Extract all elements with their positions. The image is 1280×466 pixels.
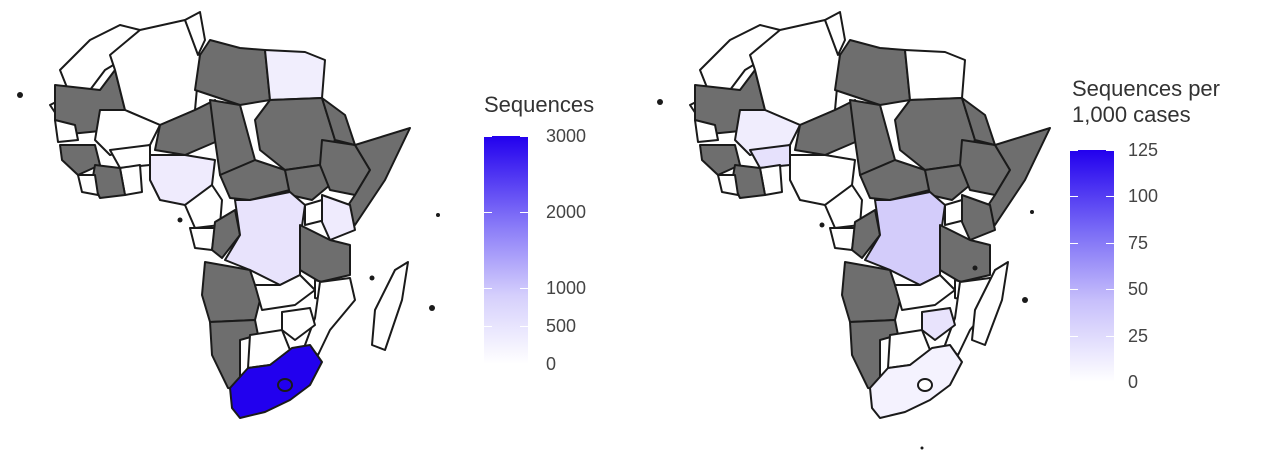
country-zimbabwe (281, 307, 316, 341)
island-misc (920, 446, 924, 450)
legend-tick-mark (520, 364, 528, 365)
island-seychelles (1030, 210, 1034, 214)
legend-tick-label: 500 (546, 316, 577, 336)
legend-tick-mark (520, 326, 528, 327)
legend-tick-mark (520, 288, 528, 289)
legend-tick-mark (484, 136, 492, 137)
country-tunisia (184, 11, 206, 56)
island-sao-tome (819, 222, 825, 228)
island-cape-verde (657, 99, 663, 105)
map-panel-sequences-per-cases: Sequences per 1,000 cases 125 100 75 50 25 0 (640, 0, 1280, 466)
legend-tick-label: 100 (1128, 186, 1159, 207)
legend-tick-mark (1070, 289, 1078, 291)
country-south-sudan (924, 164, 971, 201)
country-south-africa (229, 344, 323, 419)
country-kenya (321, 194, 356, 241)
island-seychelles (436, 213, 440, 217)
country-gabon (829, 227, 856, 251)
legend-tick-mark (484, 364, 492, 365)
country-zimbabwe (921, 307, 956, 341)
island-comoros (369, 275, 375, 281)
country-angola (841, 261, 901, 323)
country-liberia (717, 174, 739, 196)
legend-tick-mark (1106, 150, 1114, 151)
country-kenya (961, 194, 996, 241)
country-cameroon (184, 184, 223, 229)
legend-tick-mark (484, 288, 492, 289)
country-libya (194, 39, 271, 106)
country-tanzania (939, 224, 991, 283)
country-congo (851, 209, 881, 259)
legend-tick-label: 75 (1128, 232, 1149, 253)
country-tunisia (824, 11, 846, 56)
legend-tick-mark (1070, 382, 1078, 383)
legend-tick-label: 0 (546, 354, 557, 374)
africa-map-sequences (17, 11, 440, 419)
country-cameroon (824, 184, 863, 229)
legend-tick-mark (520, 212, 528, 213)
legend-tick-mark (1070, 242, 1078, 244)
country-guinea (59, 144, 101, 176)
legend-tick-mark (1070, 335, 1078, 337)
island-comoros (972, 265, 978, 271)
country-gabon (189, 227, 216, 251)
country-liberia (77, 174, 99, 196)
legend-tick-mark (484, 212, 492, 213)
country-libya (834, 39, 911, 106)
country-angola (201, 261, 261, 323)
legend-tick-label: 0 (1128, 372, 1139, 392)
country-south-sudan (284, 164, 331, 201)
island-madagascar (971, 261, 1009, 346)
country-egypt (264, 49, 326, 101)
legend-tick-label: 50 (1128, 279, 1149, 300)
legend-tick-label: 3000 (546, 126, 587, 146)
legend-tick-mark (520, 136, 528, 137)
country-lesotho (277, 378, 293, 392)
island-madagascar (371, 261, 409, 351)
legend-tick-mark (1106, 335, 1114, 337)
country-lesotho (917, 378, 933, 392)
legend-tick-mark (1106, 382, 1114, 383)
island-cape-verde (17, 92, 23, 98)
legend-tick-mark (1070, 150, 1078, 151)
map-panel-sequences: Sequences 3000 2000 1000 500 0 (17, 11, 595, 419)
legend-tick-mark (1106, 242, 1114, 244)
country-congo (211, 209, 241, 259)
legend-tick-label: 2000 (546, 202, 587, 222)
island-mauritius (429, 305, 435, 311)
country-guinea (699, 144, 741, 176)
legend-tick-label: 25 (1128, 325, 1149, 346)
country-south-africa (869, 344, 963, 419)
country-senegal (694, 119, 719, 143)
legend-tick-label: 1000 (546, 278, 587, 298)
island-sao-tome (177, 217, 183, 223)
legend-tick-mark (484, 326, 492, 327)
country-tanzania (299, 224, 351, 283)
country-egypt (904, 49, 966, 101)
legend-title: Sequences per 1,000 cases (1072, 76, 1220, 127)
country-burkina-faso (749, 144, 791, 169)
legend-tick-label: 125 (1128, 140, 1159, 160)
legend-tick-mark (1106, 289, 1114, 291)
country-namibia (849, 319, 899, 391)
legend-tick-mark (1070, 196, 1078, 198)
country-namibia (209, 319, 259, 391)
country-senegal (54, 119, 79, 143)
legend-color-bar (1070, 150, 1114, 382)
africa-map-sequences-per-cases (657, 11, 1051, 450)
legend-title: Sequences (484, 92, 595, 117)
legend-color-bar (484, 136, 528, 364)
legend-tick-mark (1106, 196, 1114, 198)
country-burkina-faso (109, 144, 151, 169)
island-mauritius (1022, 297, 1028, 303)
